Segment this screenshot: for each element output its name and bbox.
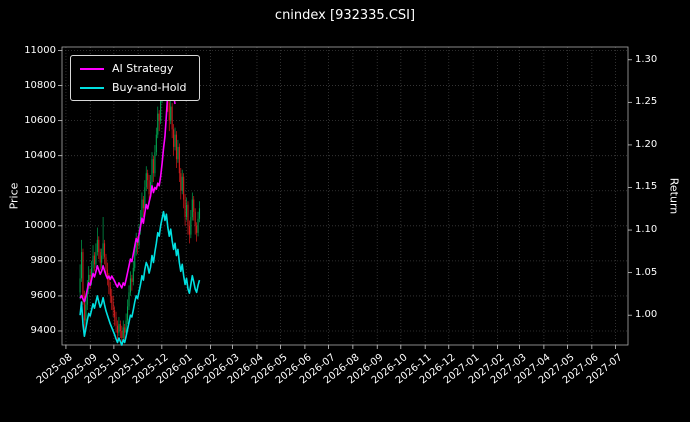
- chart-title: cnindex [932335.CSI]: [274, 8, 416, 23]
- ai-strategy-line-swatch: [80, 67, 104, 70]
- legend: AI Strategy Buy-and-Hold: [70, 55, 200, 101]
- legend-item-buy-and-hold: Buy-and-Hold: [80, 81, 187, 94]
- legend-label-buy-and-hold: Buy-and-Hold: [112, 81, 187, 94]
- legend-label-ai-strategy: AI Strategy: [112, 62, 174, 75]
- y-axis-label-price: Price: [7, 182, 21, 210]
- buy-and-hold-line-swatch: [80, 86, 104, 89]
- y-axis-label-return: Return: [667, 177, 681, 215]
- legend-item-ai-strategy: AI Strategy: [80, 62, 187, 75]
